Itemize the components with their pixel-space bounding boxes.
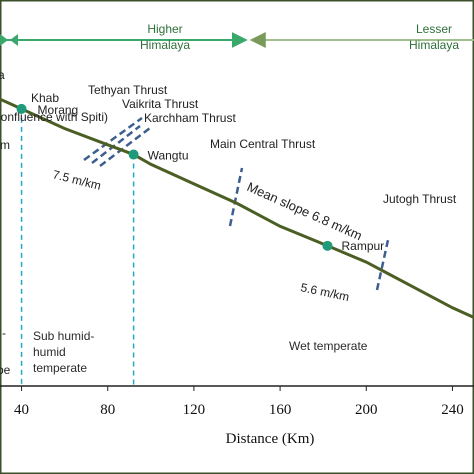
station-label-morang: Morang [38,103,79,117]
place-label-khab: Khab [31,91,59,105]
thrust-label-jutogh: Jutogh Thrust [383,192,457,206]
band-label-higher: Higher Himalaya [140,22,190,52]
thrust-label-tethyan: Tethyan Thrust [88,83,168,97]
x-tick-label-120: 120 [183,402,206,418]
climate-zone-wet-temperate: Wet temperate [289,339,368,353]
thrust-line-5 [375,239,390,291]
gradient-label-5-6: 5.6 m/km [299,280,350,304]
edge-fragment-4: pe [0,363,11,377]
station-label-rampur: Rampur [341,239,384,253]
station-marker-morang [16,103,27,114]
thrust-label-vaikrita: Vaikrita Thrust [122,97,199,111]
thrust-line-4 [228,167,244,227]
thrust-line-2 [91,125,141,164]
thrust-line-1 [83,116,143,162]
edge-fragment-1: a [0,68,5,82]
band-arrow-left-tip [0,34,8,46]
x-tick-label-200: 200 [355,402,378,418]
x-tick-label-40: 40 [14,402,29,418]
x-tick-label-80: 80 [100,402,115,418]
confluence-label: (Confluence with Spiti) [0,110,108,124]
station-marker-rampur [322,240,333,251]
x-axis-label: Distance (Km) [226,431,315,447]
edge-fragment-3: - [2,326,6,340]
thrust-label-main-central: Main Central Thrust [210,137,316,151]
gradient-label-7-5: 7.5 m/km [51,167,102,193]
station-label-wangtu: Wangtu [148,149,189,163]
river-profile-line [0,97,474,319]
climate-zone-sub-humid: Sub humid-humid temperate [33,329,94,375]
band-label-lesser: Lesser Himalaya [409,22,459,52]
thrust-label-karchham: Karchham Thrust [144,111,236,125]
edge-fragment-2: m [0,138,10,152]
x-tick-label-160: 160 [269,402,292,418]
mean-slope-label: Mean slope 6.8 m/km [245,179,365,243]
x-tick-label-240: 240 [441,402,464,418]
station-marker-wangtu [128,149,139,160]
band-arrow-higher-start [10,34,18,46]
